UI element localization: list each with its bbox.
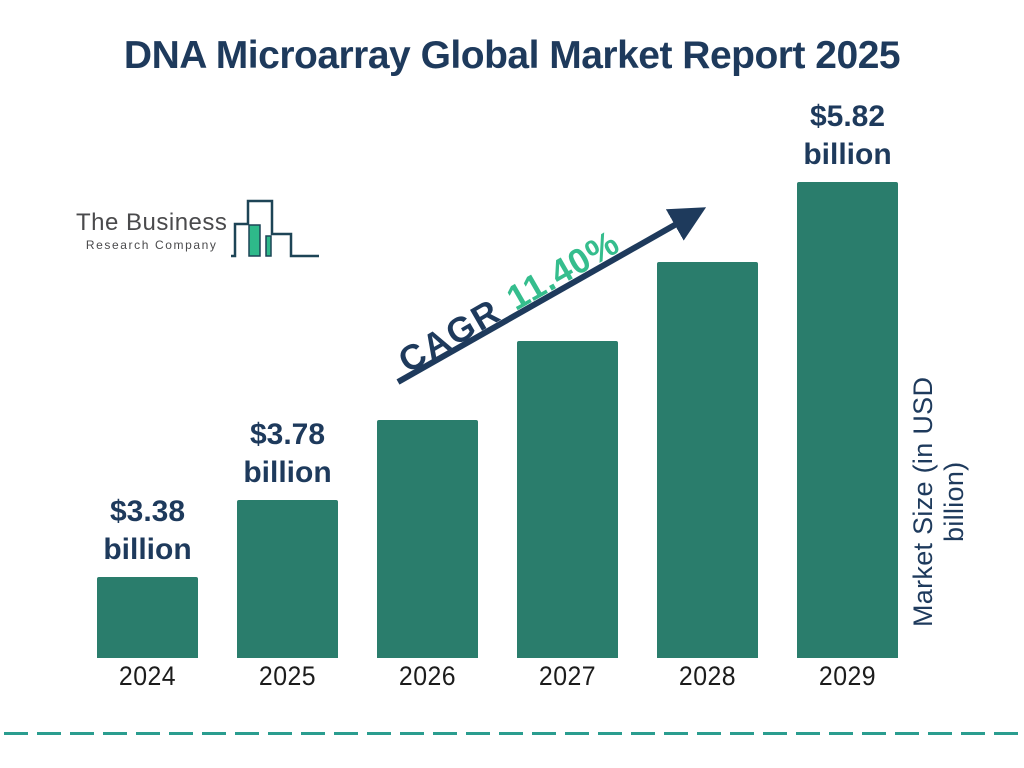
year-label-2025: 2025 [258, 661, 317, 691]
value-label-2029: $5.82 billion [803, 100, 892, 171]
bottom-dashed-divider [4, 732, 1020, 735]
bar-group-2025: $3.78 billion 2025 [237, 0, 338, 768]
bar-chart-logo-icon [231, 199, 320, 258]
page-title: DNA Microarray Global Market Report 2025 [123, 34, 901, 77]
year-label-2028: 2028 [678, 661, 737, 691]
year-label-2027: 2027 [538, 661, 597, 691]
y-axis-label: Market Size (in USD billion) [908, 376, 969, 628]
value-label-2025: $3.78 billion [243, 418, 332, 489]
bar-2026 [377, 420, 478, 658]
bar-2028 [657, 262, 758, 658]
bar-group-2024: $3.38 billion 2024 [97, 0, 198, 768]
bar-group-2026: 2026 [377, 0, 478, 768]
year-label-2029: 2029 [818, 661, 877, 691]
logo-subname: Research Company [85, 238, 218, 252]
bar-group-2027: 2027 [517, 0, 618, 768]
year-label-2026: 2026 [398, 661, 457, 691]
company-logo: The Business Research Company [76, 196, 321, 258]
bar-group-2028: 2028 [657, 0, 758, 768]
year-label-2024: 2024 [118, 661, 177, 691]
company-logo-text: The Business Research Company [76, 209, 227, 252]
value-label-2024: $3.38 billion [103, 495, 192, 566]
bar-2024 [97, 577, 198, 658]
bar-2025 [237, 500, 338, 658]
bar-2027 [517, 341, 618, 658]
logo-name: The Business [76, 209, 228, 236]
bar-group-2029: $5.82 billion 2029 [797, 0, 898, 768]
bar-2029 [797, 182, 898, 658]
